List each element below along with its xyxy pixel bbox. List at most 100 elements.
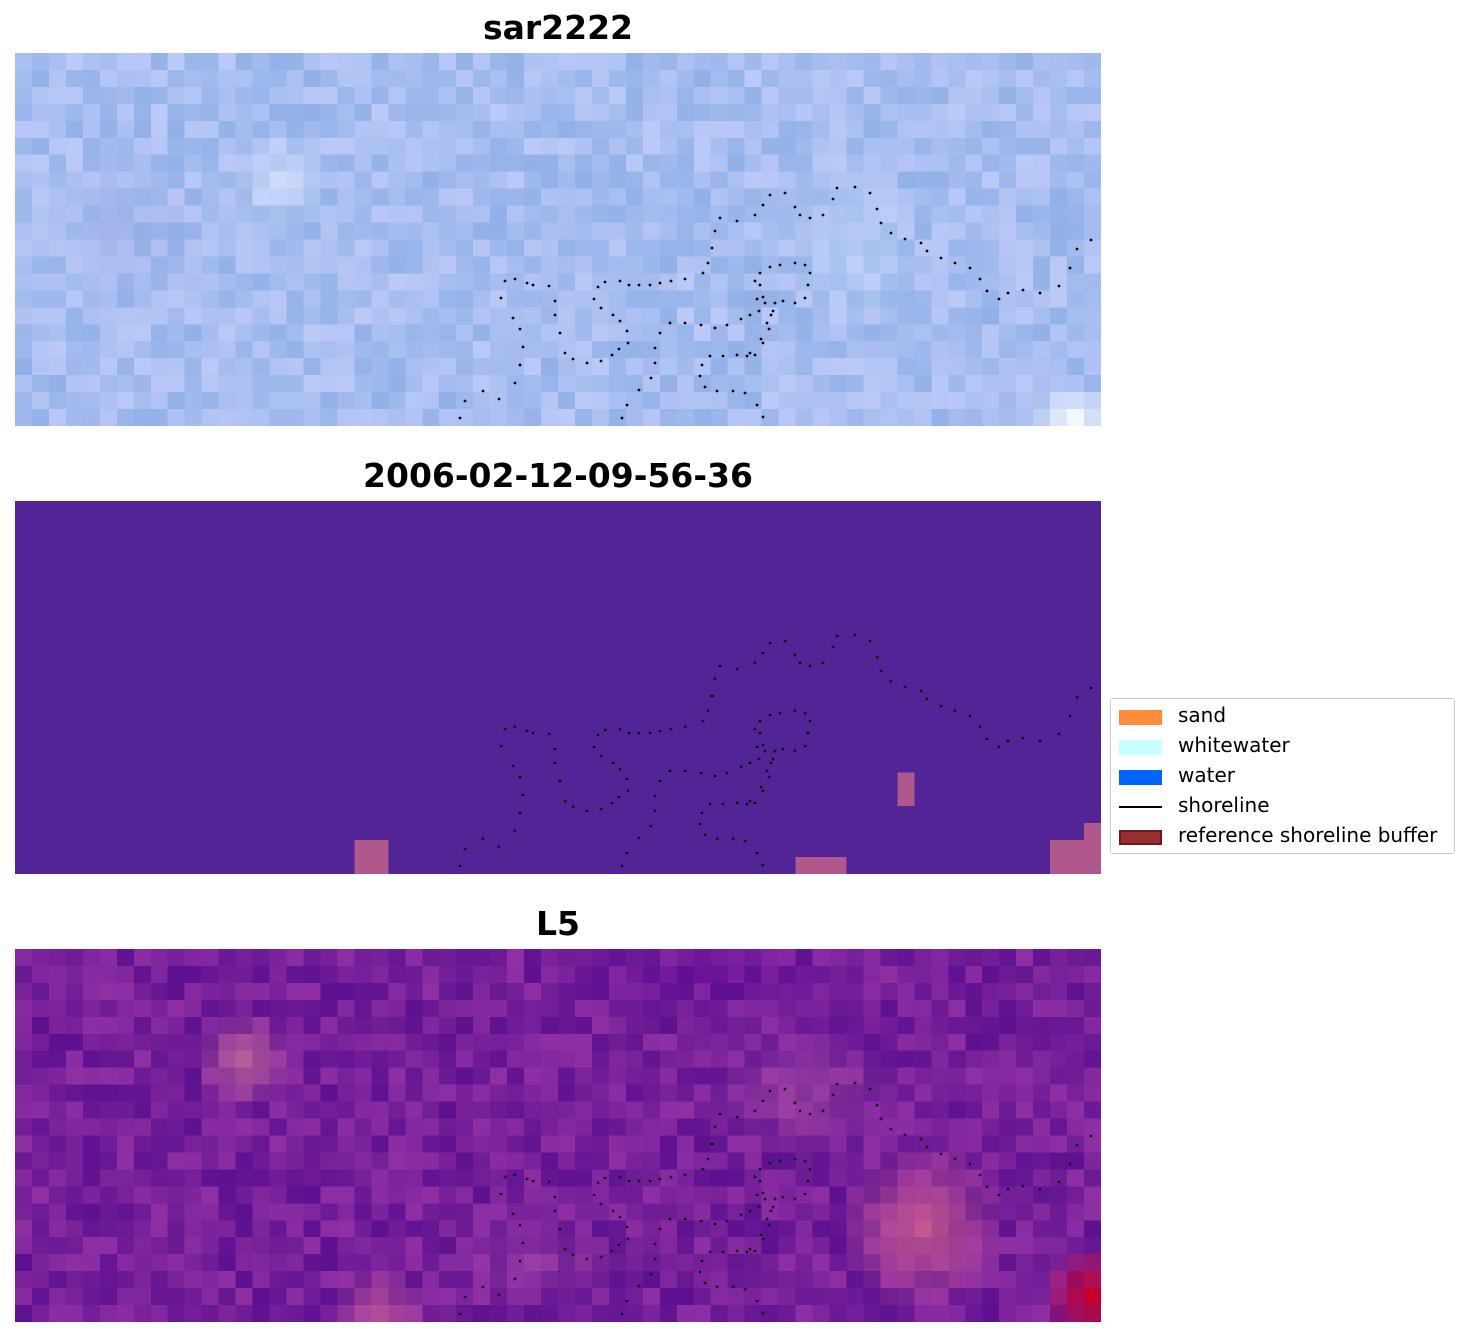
shoreline-point xyxy=(781,747,785,751)
shoreline-point xyxy=(648,731,652,735)
shoreline-point xyxy=(903,237,907,241)
shoreline-point xyxy=(585,1257,589,1261)
shoreline-point xyxy=(713,326,717,330)
shoreline-point xyxy=(759,785,763,789)
shoreline-point xyxy=(778,1159,782,1163)
shoreline-point xyxy=(1006,1187,1010,1191)
shoreline-point xyxy=(735,353,739,357)
shoreline-point xyxy=(699,771,703,775)
shoreline-point xyxy=(753,1109,757,1113)
legend-label: shoreline xyxy=(1178,793,1270,817)
shoreline-point xyxy=(806,731,810,735)
shoreline-point xyxy=(669,727,673,731)
legend-label: sand xyxy=(1178,703,1227,727)
shoreline-point xyxy=(571,805,575,809)
shoreline-point xyxy=(599,306,603,310)
shoreline-point xyxy=(700,1259,704,1263)
shoreline-point xyxy=(761,651,765,655)
shoreline-point xyxy=(592,297,596,301)
shoreline-point xyxy=(735,1115,739,1119)
shoreline-point xyxy=(997,745,1001,749)
shoreline-point xyxy=(759,337,763,341)
shoreline-point xyxy=(771,1205,775,1209)
shoreline-point xyxy=(718,664,722,668)
shoreline-point xyxy=(735,219,739,223)
shoreline-point xyxy=(503,1175,507,1179)
shoreline-point xyxy=(793,261,797,265)
shoreline-point xyxy=(798,1109,802,1113)
sand-swatch xyxy=(1119,710,1162,725)
shoreline-point xyxy=(793,1157,797,1161)
shoreline-point xyxy=(620,864,624,868)
shoreline-point xyxy=(521,345,525,349)
shoreline-point xyxy=(547,732,551,736)
shoreline-point xyxy=(558,331,562,335)
shoreline-point xyxy=(668,1217,672,1221)
shoreline-point xyxy=(803,296,807,300)
shoreline-point xyxy=(698,1270,702,1274)
shoreline-point xyxy=(853,1081,857,1085)
shoreline-point xyxy=(778,263,782,267)
shoreline-point xyxy=(481,389,485,393)
shoreline-point xyxy=(499,296,503,300)
shoreline-point xyxy=(793,301,797,305)
shoreline-point xyxy=(997,297,1001,301)
shoreline-point xyxy=(706,709,710,713)
shoreline-point xyxy=(939,256,943,260)
shoreline-point xyxy=(731,837,735,841)
shoreline-point xyxy=(653,794,657,798)
shoreline-point xyxy=(553,1209,557,1213)
shoreline-point xyxy=(968,714,972,718)
shoreline-point xyxy=(553,761,557,765)
shoreline-point xyxy=(919,689,923,693)
shoreline-point xyxy=(463,399,467,403)
shoreline-point xyxy=(703,833,707,837)
shoreline-point xyxy=(618,767,622,771)
shoreline-point xyxy=(531,283,535,287)
shoreline-point xyxy=(1068,266,1072,270)
shoreline-point xyxy=(653,346,657,350)
index-image-panel xyxy=(15,949,1101,1322)
shoreline-point xyxy=(637,1179,641,1183)
shoreline-point xyxy=(715,837,719,841)
shoreline-point xyxy=(718,216,722,220)
shoreline-point xyxy=(753,1249,757,1253)
shoreline-point xyxy=(603,728,607,732)
shoreline-overlay xyxy=(458,1081,1093,1316)
shoreline-point xyxy=(978,1173,982,1177)
shoreline-point xyxy=(1038,1187,1042,1191)
shoreline-point xyxy=(748,1247,752,1251)
panel-title-classified: 2006-02-12-09-56-36 xyxy=(363,456,753,495)
shoreline-point xyxy=(700,363,704,367)
shoreline-point xyxy=(739,317,743,321)
shoreline-point xyxy=(953,1157,957,1161)
shoreline-point xyxy=(808,216,812,220)
classified-image-panel xyxy=(15,501,1101,874)
shoreline-point xyxy=(611,1209,615,1213)
shoreline-point xyxy=(637,836,641,840)
shoreline-point xyxy=(658,331,662,335)
shoreline-point xyxy=(521,1241,525,1245)
shoreline-point xyxy=(758,731,762,735)
shoreline-point xyxy=(626,789,630,793)
shoreline-point xyxy=(571,357,575,361)
shoreline-point xyxy=(627,731,631,735)
shoreline-point xyxy=(511,764,515,768)
shoreline-point xyxy=(743,839,747,843)
shoreline-point xyxy=(753,661,757,665)
shoreline-point xyxy=(768,1089,772,1093)
shoreline-point xyxy=(592,745,596,749)
shoreline-overlay xyxy=(458,633,1093,868)
shoreline-point xyxy=(497,397,501,401)
shoreline-point xyxy=(875,207,879,211)
shoreline-point xyxy=(793,709,797,713)
shoreline-point xyxy=(721,354,725,358)
shoreline-point xyxy=(611,761,615,765)
shoreline-point xyxy=(853,633,857,637)
shoreline-point xyxy=(713,1222,717,1226)
shoreline-point xyxy=(765,321,769,325)
shoreline-point xyxy=(1075,247,1079,251)
shoreline-point xyxy=(763,1197,767,1201)
panel-title-index: L5 xyxy=(536,904,580,943)
shoreline-point xyxy=(708,802,712,806)
